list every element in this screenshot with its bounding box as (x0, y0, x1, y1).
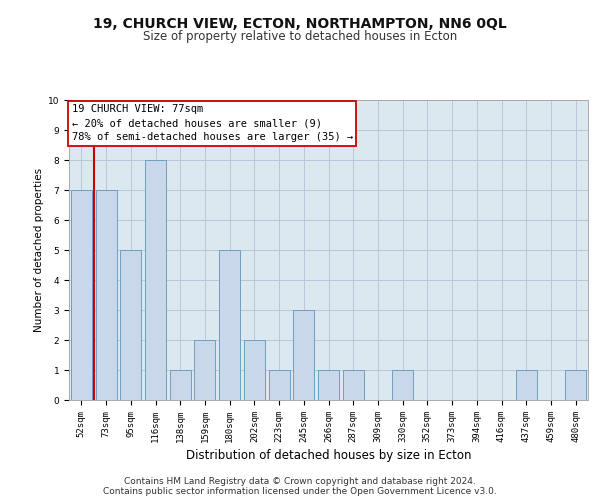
Text: Size of property relative to detached houses in Ecton: Size of property relative to detached ho… (143, 30, 457, 43)
Bar (343, 370, 364, 400)
Bar (565, 370, 586, 400)
Bar (392, 370, 413, 400)
Bar (318, 370, 339, 400)
Bar (170, 370, 191, 400)
Text: 19, CHURCH VIEW, ECTON, NORTHAMPTON, NN6 0QL: 19, CHURCH VIEW, ECTON, NORTHAMPTON, NN6… (93, 18, 507, 32)
Text: 19 CHURCH VIEW: 77sqm
← 20% of detached houses are smaller (9)
78% of semi-detac: 19 CHURCH VIEW: 77sqm ← 20% of detached … (71, 104, 353, 142)
Bar (244, 340, 265, 400)
Bar (219, 250, 240, 400)
Bar (95, 190, 116, 400)
Bar (120, 250, 141, 400)
Text: Contains public sector information licensed under the Open Government Licence v3: Contains public sector information licen… (103, 486, 497, 496)
Bar (145, 160, 166, 400)
Bar (269, 370, 290, 400)
Bar (293, 310, 314, 400)
Bar (71, 190, 92, 400)
Text: Contains HM Land Registry data © Crown copyright and database right 2024.: Contains HM Land Registry data © Crown c… (124, 476, 476, 486)
Y-axis label: Number of detached properties: Number of detached properties (34, 168, 44, 332)
X-axis label: Distribution of detached houses by size in Ecton: Distribution of detached houses by size … (186, 449, 471, 462)
Bar (516, 370, 537, 400)
Bar (194, 340, 215, 400)
